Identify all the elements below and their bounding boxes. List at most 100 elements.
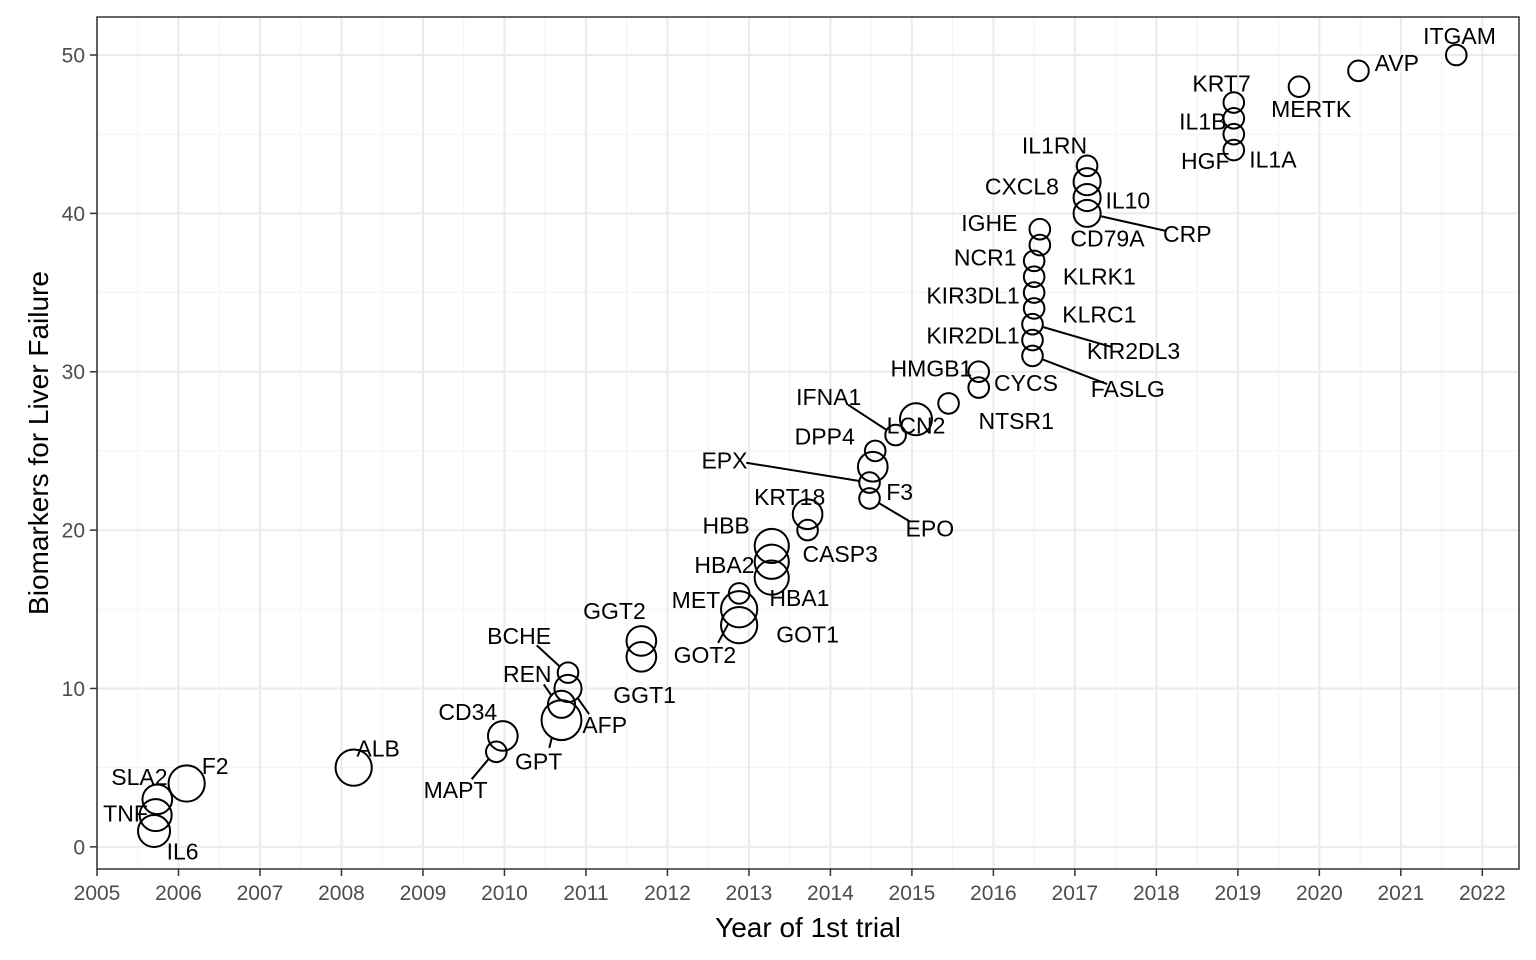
point-label-alb: ALB [356,736,399,762]
point-label-kir2dl3: KIR2DL3 [1087,338,1180,364]
point-label-met: MET [672,587,721,613]
leader-ren [542,683,553,696]
point-faslg [1021,344,1044,368]
point-casp3 [796,518,819,542]
point-hba2 [753,543,790,580]
point-label-il10: IL10 [1105,188,1150,214]
x-tick-label: 2010 [481,882,528,905]
point-crp [1072,198,1102,228]
point-label-ncr1: NCR1 [954,245,1017,271]
point-got1 [720,606,759,645]
point-label-epo: EPO [906,516,955,542]
point-label-hba2: HBA2 [694,552,754,578]
point-ggt2 [625,625,658,657]
point-label-krt18: KRT18 [754,484,825,510]
point-ighe [1028,217,1052,241]
point-met [727,582,751,605]
point-mertk [1287,75,1311,98]
point-dpp4 [863,439,887,463]
leader-gpt [548,737,553,749]
point-label-ifna1: IFNA1 [796,384,861,410]
panel-border [96,16,1520,870]
point-itgam [1444,43,1468,67]
point-label-kir2dl1: KIR2DL1 [926,322,1019,348]
point-label-casp3: CASP3 [802,541,877,567]
leader-ifna1 [847,403,888,431]
point-cd34 [486,720,519,752]
point-kir2dl1 [1021,328,1044,352]
point-mapt [485,740,508,764]
y-axis-title: Biomarkers for Liver Failure [23,271,54,615]
point-f2 [167,764,206,803]
point-avp [1347,59,1370,83]
x-tick-label: 2015 [889,882,936,905]
point-label-klrc1: KLRC1 [1062,302,1136,328]
point-ntsr1 [937,392,960,415]
point-label-f2: F2 [202,753,229,779]
point-hba1 [753,559,790,596]
point-label-ggt1: GGT1 [613,682,676,708]
point-label-ntsr1: NTSR1 [979,408,1054,434]
point-label-got2: GOT2 [674,642,737,668]
x-tick-label: 2005 [74,882,121,905]
point-il1b [1222,107,1246,130]
x-tick-label: 2006 [155,882,202,905]
point-tnf [138,798,173,833]
point-label-dpp4: DPP4 [795,424,855,450]
point-il6 [137,813,172,849]
point-labels: IL6 TNF SLA2 F2 ALB MAPT CD34 GPT REN AFP BCHE GGT1… [103,23,1496,865]
point-label-crp: CRP [1163,221,1212,247]
point-label-cycs: CYCS [994,370,1058,396]
point-got2 [720,590,759,629]
point-label-hgf: HGF [1181,148,1230,174]
point-label-kir3dl1: KIR3DL1 [926,283,1019,309]
point-f3 [856,450,889,483]
point-lcn2 [898,402,933,437]
x-tick-label: 2021 [1377,882,1424,905]
leader-epo [878,502,911,523]
leader-kir2dl3 [1042,325,1113,349]
point-label-bche: BCHE [487,623,551,649]
x-tick-label: 2022 [1459,882,1506,905]
x-tick-label: 2011 [563,882,608,905]
leader-faslg [1041,358,1108,386]
point-label-il1rn: IL1RN [1022,132,1087,158]
x-tick-label: 2017 [1052,882,1099,905]
point-label-il1b: IL1B [1179,109,1226,135]
y-tick-label: 30 [62,361,85,384]
x-tick-label: 2008 [318,882,365,905]
point-label-cd79a: CD79A [1070,226,1145,252]
point-il1rn [1075,154,1099,178]
point-label-il6: IL6 [167,839,199,865]
point-ncr1 [1022,249,1046,273]
x-tick-label: 2019 [1215,882,1262,905]
leader-mapt [470,758,490,780]
point-cd79a [1028,233,1052,257]
point-label-gpt: GPT [515,748,562,774]
point-sla2 [141,783,174,816]
point-label-epx: EPX [701,447,747,473]
point-hbb [753,527,790,565]
x-tick-label: 2009 [400,882,447,905]
point-kir3dl1 [1022,281,1046,304]
point-label-cxcl8: CXCL8 [985,173,1059,199]
x-tick-label: 2012 [644,882,691,905]
point-hmgb1 [967,360,991,384]
y-tick-label: 50 [62,45,85,68]
point-label-avp: AVP [1375,50,1419,76]
leader-afp [576,697,590,715]
point-klrc1 [1022,297,1046,320]
point-label-afp: AFP [582,712,627,738]
point-il10 [1072,183,1102,213]
point-label-cd34: CD34 [438,699,497,725]
label-leaders [470,215,1167,780]
y-tick-label: 20 [62,520,85,543]
y-axis: 0 10 20 30 40 50 [62,45,97,859]
point-label-hmgb1: HMGB1 [891,356,973,382]
y-tick-label: 0 [73,836,85,859]
point-label-itgam: ITGAM [1423,23,1496,49]
point-label-faslg: FASLG [1091,376,1165,402]
point-klrk1 [1022,265,1046,289]
x-axis: 2005 2006 2007 2008 2009 2010 2011 2012 2013 2014… [74,869,1506,905]
